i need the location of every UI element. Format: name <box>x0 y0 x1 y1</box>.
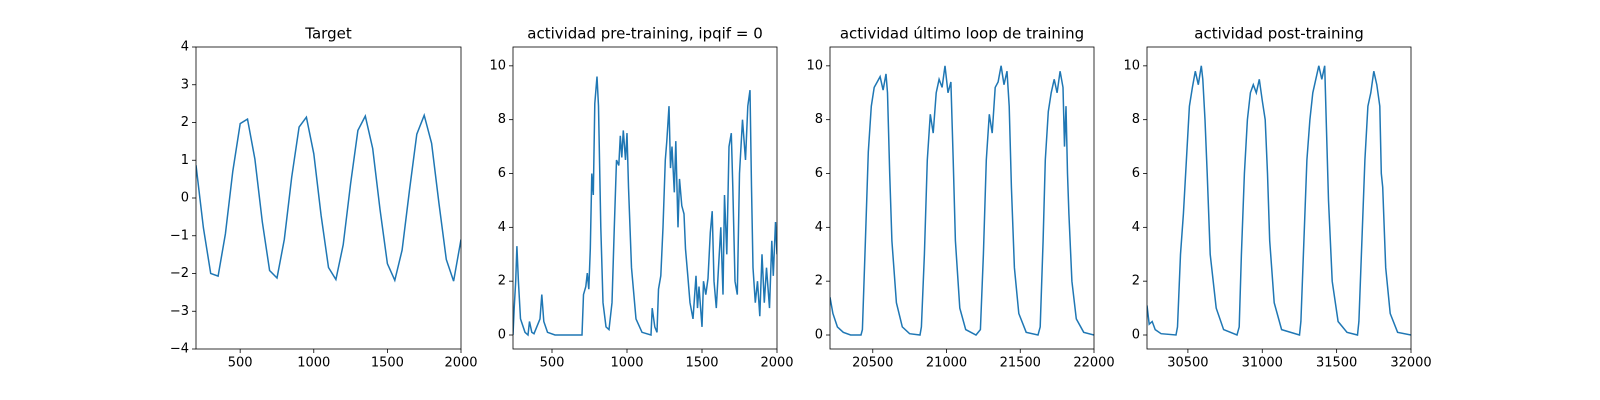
x-tick-label: 31000 <box>1242 356 1283 371</box>
y-tick-label: 4 <box>1132 220 1140 235</box>
y-tick-label: 8 <box>815 112 823 127</box>
y-tick-label: 2 <box>1132 274 1140 289</box>
y-tick-label: 0 <box>815 328 823 343</box>
axes-frame <box>829 46 1095 350</box>
y-tick-label: 2 <box>181 115 189 130</box>
y-tick-label: 10 <box>1123 58 1140 73</box>
subplot-title: actividad post-training <box>1194 25 1363 43</box>
x-tick-label: 1000 <box>610 356 643 371</box>
y-tick-label: 8 <box>1132 112 1140 127</box>
y-tick-label: 0 <box>1132 328 1140 343</box>
subplot-title: actividad último loop de training <box>840 25 1084 43</box>
y-tick-label: 1 <box>181 153 189 168</box>
x-tick-label: 21500 <box>1000 356 1041 371</box>
data-line <box>513 76 777 337</box>
x-tick-label: 22000 <box>1073 356 1114 371</box>
axes-frame <box>512 46 778 350</box>
x-tick-label: 500 <box>540 356 565 371</box>
y-tick-label: 8 <box>498 112 506 127</box>
data-line <box>830 65 1094 336</box>
y-tick-label: 4 <box>815 220 823 235</box>
subplot-title: actividad pre-training, ipqif = 0 <box>527 25 763 43</box>
x-tick-label: 32000 <box>1390 356 1431 371</box>
axes-frame <box>1146 46 1412 350</box>
x-tick-label: 1500 <box>371 356 404 371</box>
y-tick-label: 6 <box>815 166 823 181</box>
y-tick-label: 2 <box>498 274 506 289</box>
axes-frame <box>195 46 462 350</box>
y-tick-label: −4 <box>170 342 189 357</box>
data-line <box>196 112 461 283</box>
y-tick-label: 6 <box>498 166 506 181</box>
x-tick-label: 500 <box>228 356 253 371</box>
y-tick-label: 3 <box>181 77 189 92</box>
x-tick-label: 2000 <box>760 356 793 371</box>
y-tick-label: −2 <box>170 266 189 281</box>
y-tick-label: 0 <box>498 328 506 343</box>
y-tick-label: −3 <box>170 304 189 319</box>
x-tick-label: 1000 <box>297 356 330 371</box>
y-tick-label: 0 <box>181 191 189 206</box>
y-tick-label: 2 <box>815 274 823 289</box>
y-tick-label: −1 <box>170 228 189 243</box>
subplot-title: Target <box>304 25 352 43</box>
x-tick-label: 1500 <box>685 356 718 371</box>
x-tick-label: 2000 <box>444 356 477 371</box>
y-tick-label: 4 <box>181 40 189 55</box>
y-tick-label: 10 <box>806 58 823 73</box>
y-tick-label: 6 <box>1132 166 1140 181</box>
data-line <box>1147 65 1411 337</box>
y-tick-label: 4 <box>498 220 506 235</box>
y-tick-label: 10 <box>489 58 506 73</box>
x-tick-label: 20500 <box>852 356 893 371</box>
x-tick-label: 30500 <box>1167 356 1208 371</box>
x-tick-label: 31500 <box>1316 356 1357 371</box>
x-tick-label: 21000 <box>926 356 967 371</box>
